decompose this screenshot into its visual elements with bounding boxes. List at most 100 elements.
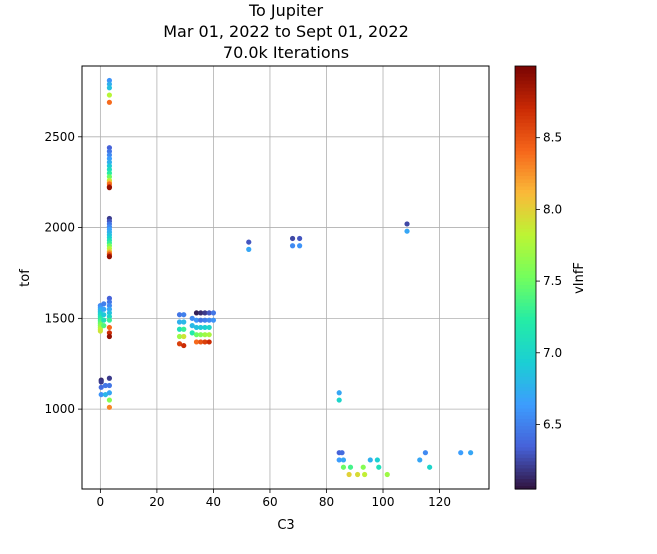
scatter-point [106, 299, 113, 305]
scatter-point [181, 342, 187, 349]
scatter-point [106, 310, 113, 316]
colorbar-label: vInfF [572, 262, 587, 294]
colorbar-segment [515, 189, 536, 194]
colorbar-segment [515, 210, 536, 215]
scatter-point [106, 306, 113, 312]
scatter-point [417, 457, 423, 463]
scatter-point [106, 155, 113, 162]
scatter-point [98, 391, 104, 398]
scatter-point [176, 333, 183, 340]
scatter-point [106, 382, 113, 389]
colorbar-frame [514, 65, 537, 490]
colorbar-segment [515, 73, 536, 78]
scatter-point [193, 339, 200, 345]
scatter-point [106, 390, 113, 396]
colorbar-segment [515, 249, 536, 254]
scatter-point [198, 317, 204, 323]
scatter-point [106, 92, 113, 98]
colorbar-segment [515, 203, 536, 208]
scatter-point [176, 319, 183, 325]
scatter-point [354, 471, 361, 478]
scatter-point [202, 324, 208, 331]
colorbar-segment [515, 132, 536, 138]
scatter-point [101, 317, 107, 323]
scatter-point [202, 310, 208, 316]
scatter-point [106, 174, 113, 180]
colorbar-segment [515, 129, 536, 134]
colorbar-segment [515, 104, 536, 109]
scatter-point [198, 324, 204, 331]
colorbar-segment [515, 115, 536, 120]
scatter-point [106, 324, 113, 331]
colorbar-segment [515, 309, 536, 314]
scatter-point [98, 379, 104, 385]
scatter-point [206, 332, 212, 338]
colorbar-segment [515, 365, 536, 370]
colorbar-segment [515, 76, 536, 81]
colorbar-segment [515, 429, 536, 434]
colorbar-segment [515, 192, 536, 198]
colorbar-segment [515, 291, 536, 296]
scatter-point [289, 243, 296, 249]
scatter-point [376, 464, 382, 470]
scatter-point [347, 464, 354, 470]
scatter-point [106, 333, 113, 340]
scatter-point [427, 464, 433, 470]
scatter-point [181, 312, 187, 318]
chart-subtitle-line-1: Mar 01, 2022 to Sept 01, 2022 [163, 22, 409, 41]
colorbar-segment [515, 326, 536, 331]
colorbar-segment [515, 379, 536, 384]
scatter-point [176, 326, 183, 332]
scatter-point [176, 341, 183, 347]
colorbar-segment [515, 224, 536, 229]
colorbar-segment [515, 199, 536, 205]
colorbar-segment [515, 464, 536, 469]
colorbar-segment [515, 263, 536, 268]
colorbar-segment [515, 344, 536, 349]
colorbar-segment [515, 323, 536, 328]
colorbar-segment [515, 87, 536, 92]
colorbar-segment [515, 288, 536, 293]
colorbar-segment [515, 348, 536, 353]
colorbar-segment [515, 118, 536, 123]
colorbar-segment [515, 460, 536, 465]
scatter-point [246, 246, 252, 252]
scatter-point [101, 323, 107, 329]
scatter-point [106, 295, 113, 301]
scatter-point [202, 317, 208, 323]
colorbar-segment [515, 362, 536, 367]
colorbar-segment [515, 284, 536, 289]
colorbar-segment [515, 414, 536, 420]
scatter-point [189, 315, 195, 321]
colorbar-segment [515, 196, 536, 201]
scatter-point [106, 185, 113, 191]
colorbar-segment [515, 418, 536, 423]
scatter-point [193, 310, 200, 316]
scatter-point [374, 457, 380, 463]
scatter-point [384, 471, 390, 478]
scatter-point [202, 332, 208, 338]
scatter-point [106, 330, 113, 336]
scatter-point [202, 339, 208, 345]
colorbar-segment [515, 150, 536, 155]
colorbar-segment [515, 101, 536, 106]
colorbar: 6.5 7.0 7.5 8.0 8.5 [514, 65, 562, 490]
colorbar-segment [515, 217, 536, 222]
scatter-point [340, 457, 347, 463]
scatter-point [193, 317, 200, 323]
y-tick-label: 2000 [44, 221, 75, 235]
colorbar-segment [515, 316, 536, 321]
scatter-point [206, 324, 212, 331]
colorbar-segment [515, 453, 536, 458]
colorbar-segment [515, 340, 536, 346]
colorbar-segment [515, 439, 536, 444]
scatter-point [458, 450, 464, 456]
scatter-point [346, 471, 352, 478]
y-tick-label: 2500 [44, 130, 75, 144]
scatter-point [206, 310, 212, 316]
x-tick-label: 40 [206, 495, 221, 509]
colorbar-tick-label: 8.5 [543, 131, 562, 145]
scatter-point [106, 99, 113, 105]
